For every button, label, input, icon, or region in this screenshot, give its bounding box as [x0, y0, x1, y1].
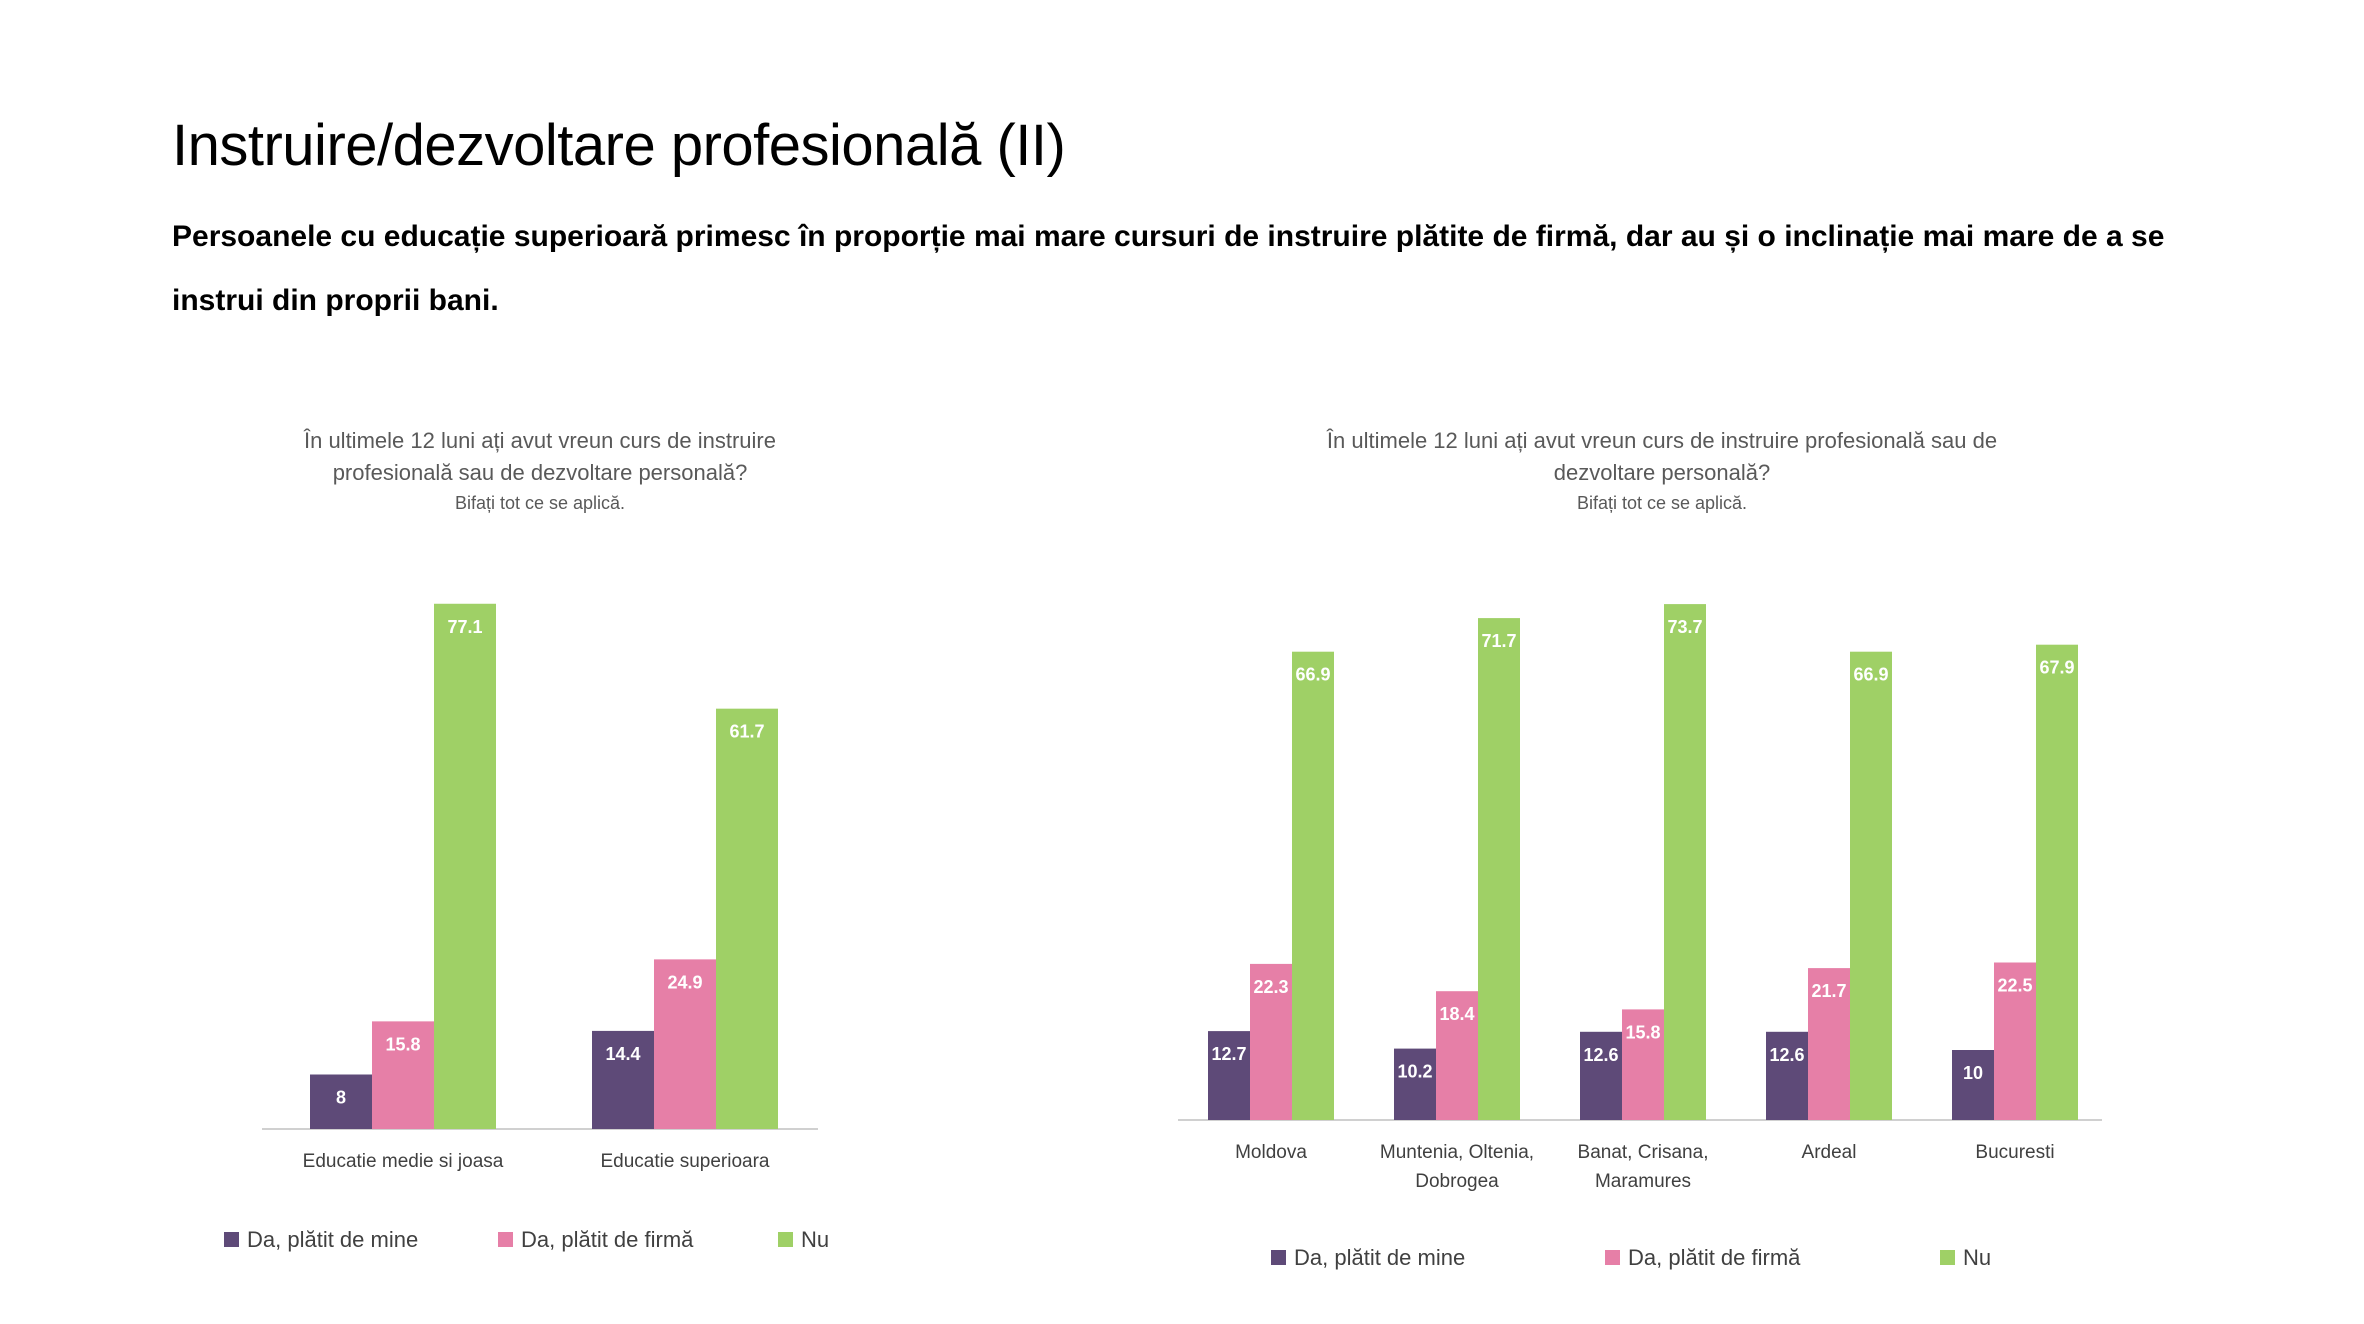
legend-swatch — [224, 1232, 239, 1247]
legend-swatch — [1940, 1250, 1955, 1265]
bar — [372, 1021, 434, 1129]
chart-subtitle: Bifați tot ce se aplică. — [1577, 493, 1747, 513]
data-label: 18.4 — [1439, 1004, 1474, 1024]
legend-label: Da, plătit de mine — [1294, 1245, 1465, 1270]
data-label: 14.4 — [605, 1044, 640, 1064]
data-label: 8 — [336, 1088, 346, 1108]
legend-swatch — [1271, 1250, 1286, 1265]
bar — [1766, 1031, 1808, 1120]
x-tick-label: Maramures — [1595, 1171, 1691, 1192]
data-label: 22.5 — [1997, 976, 2032, 996]
legend-label: Nu — [1963, 1245, 1991, 1270]
bar — [1250, 963, 1292, 1120]
data-label: 12.6 — [1769, 1045, 1804, 1065]
chart-title-line: În ultimele 12 luni ați avut vreun curs … — [303, 428, 776, 453]
bar — [1478, 618, 1520, 1120]
legend-swatch — [778, 1232, 793, 1247]
bar — [1208, 1031, 1250, 1120]
data-label: 66.9 — [1853, 665, 1888, 685]
data-label: 12.6 — [1583, 1045, 1618, 1065]
x-tick-label: Ardeal — [1802, 1142, 1857, 1163]
data-label: 10.2 — [1397, 1062, 1432, 1082]
bar — [2036, 644, 2078, 1120]
x-tick-label: Muntenia, Oltenia, — [1380, 1142, 1534, 1163]
x-tick-label: Banat, Crisana, — [1578, 1142, 1709, 1163]
chart-title-line: profesională sau de dezvoltare personală… — [333, 460, 748, 485]
chart-title-line: În ultimele 12 luni ați avut vreun curs … — [1326, 428, 1997, 453]
bar — [310, 1074, 372, 1129]
data-label: 77.1 — [447, 617, 482, 637]
bar — [1580, 1031, 1622, 1120]
x-tick-label: Bucuresti — [1975, 1142, 2054, 1163]
data-label: 66.9 — [1295, 665, 1330, 685]
bar — [716, 708, 778, 1129]
x-tick-label: Educatie superioara — [601, 1151, 770, 1172]
bar — [1292, 651, 1334, 1120]
data-label: 15.8 — [385, 1034, 420, 1054]
data-label: 22.3 — [1253, 977, 1288, 997]
bar — [1952, 1050, 1994, 1120]
legend-label: Da, plătit de firmă — [1628, 1245, 1801, 1270]
data-label: 61.7 — [729, 722, 764, 742]
slide-subtitle: Persoanele cu educație superioară primes… — [172, 220, 2165, 317]
legend-swatch — [1605, 1250, 1620, 1265]
x-tick-label: Dobrogea — [1415, 1171, 1499, 1192]
data-label: 21.7 — [1811, 981, 1846, 1001]
slide-title: Instruire/dezvoltare profesională (II) — [172, 113, 1066, 178]
bar — [592, 1030, 654, 1129]
legend-label: Da, plătit de firmă — [521, 1227, 694, 1252]
bar — [1394, 1048, 1436, 1120]
chart-subtitle: Bifați tot ce se aplică. — [455, 493, 625, 513]
data-label: 67.9 — [2039, 658, 2074, 678]
data-label: 12.7 — [1211, 1044, 1246, 1064]
bar — [434, 603, 496, 1129]
chart-title-line: dezvoltare personală? — [1554, 460, 1770, 485]
legend-label: Nu — [801, 1227, 829, 1252]
x-tick-label: Moldova — [1235, 1142, 1307, 1163]
data-label: 73.7 — [1667, 617, 1702, 637]
data-label: 15.8 — [1625, 1022, 1660, 1042]
bar — [1664, 604, 1706, 1120]
bar — [1808, 968, 1850, 1120]
bar — [1436, 991, 1478, 1120]
legend-label: Da, plătit de mine — [247, 1227, 418, 1252]
bar — [1622, 1009, 1664, 1120]
legend-swatch — [498, 1232, 513, 1247]
data-label: 10 — [1963, 1063, 1983, 1083]
bar — [1994, 962, 2036, 1120]
data-label: 71.7 — [1481, 631, 1516, 651]
bar — [1850, 651, 1892, 1120]
x-tick-label: Educatie medie si joasa — [303, 1151, 504, 1172]
data-label: 24.9 — [667, 972, 702, 992]
bar — [654, 959, 716, 1129]
